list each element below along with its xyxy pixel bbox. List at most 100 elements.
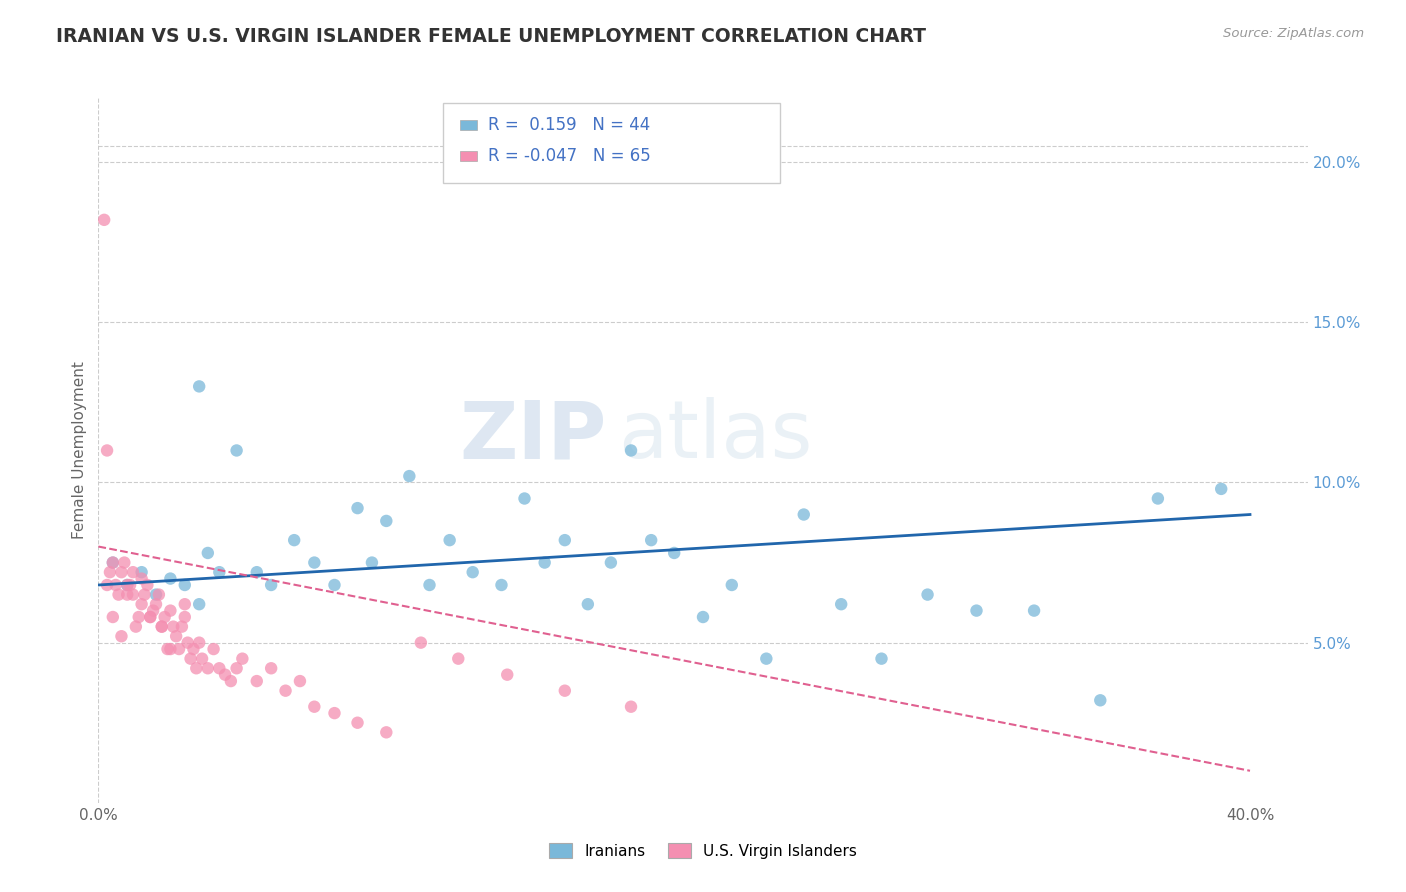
Point [150,619,173,633]
Point [104,578,127,592]
Point [145,597,167,611]
Point [664,546,686,560]
Point [620,443,643,458]
Point [167,642,190,657]
Point [398,469,420,483]
Point [112,556,135,570]
Point [496,667,519,681]
Point [554,683,576,698]
Point [115,588,138,602]
Point [375,725,398,739]
Point [208,661,231,675]
Text: IRANIAN VS U.S. VIRGIN ISLANDER FEMALE UNEMPLOYMENT CORRELATION CHART: IRANIAN VS U.S. VIRGIN ISLANDER FEMALE U… [56,27,927,45]
Y-axis label: Female Unemployment: Female Unemployment [72,361,87,540]
Point [93,212,115,227]
Point [288,674,311,689]
Point [409,635,432,649]
Point [576,597,599,611]
Point [283,533,305,548]
Point [188,597,211,611]
Point [202,642,225,657]
Point [640,533,662,548]
Point [197,546,219,560]
Point [225,443,247,458]
Point [533,556,555,570]
Point [145,588,167,602]
Point [173,578,195,592]
Point [110,565,132,579]
Point [115,578,138,592]
Point [304,699,326,714]
Point [142,604,165,618]
Point [917,588,939,602]
Point [513,491,536,506]
Point [183,642,205,657]
Point [120,578,142,592]
Point [150,619,173,633]
Point [274,683,297,698]
Point [165,629,187,643]
Point [418,578,440,592]
Point [361,556,384,570]
Point [375,514,398,528]
Point [323,706,346,720]
Point [170,619,193,633]
Point [793,508,815,522]
Point [122,565,145,579]
Point [246,674,269,689]
Point [96,578,118,592]
Point [208,565,231,579]
Point [136,578,159,592]
Point [128,610,150,624]
Point [159,642,181,657]
Point [131,565,153,579]
Point [1090,693,1112,707]
Point [101,610,124,624]
Point [692,610,714,624]
Point [131,572,153,586]
Point [162,619,184,633]
Point [96,443,118,458]
Point [159,572,181,586]
Text: atlas: atlas [619,397,813,475]
Point [491,578,513,592]
Point [554,533,576,548]
Point [439,533,461,548]
Point [461,565,484,579]
Point [225,661,247,675]
Point [156,642,179,657]
Point [173,597,195,611]
Point [188,379,211,393]
Point [148,588,170,602]
Point [197,661,219,675]
Point [1211,482,1233,496]
Point [260,661,283,675]
Point [101,556,124,570]
Point [246,565,269,579]
Point [1147,491,1170,506]
Point [153,610,176,624]
Point [139,610,162,624]
Legend: Iranians, U.S. Virgin Islanders: Iranians, U.S. Virgin Islanders [548,843,858,859]
Point [323,578,346,592]
Point [101,556,124,570]
Point [180,651,202,665]
Point [304,556,326,570]
Point [98,565,121,579]
Point [620,699,643,714]
Text: R = -0.047   N = 65: R = -0.047 N = 65 [488,147,651,165]
Point [134,588,156,602]
Point [447,651,470,665]
Point [188,635,211,649]
Point [173,610,195,624]
Point [131,597,153,611]
Point [346,501,368,516]
Point [107,588,129,602]
Point [599,556,621,570]
Point [346,715,368,730]
Point [159,604,181,618]
Point [214,667,236,681]
Text: R =  0.159   N = 44: R = 0.159 N = 44 [488,116,650,134]
Point [231,651,253,665]
Point [755,651,778,665]
